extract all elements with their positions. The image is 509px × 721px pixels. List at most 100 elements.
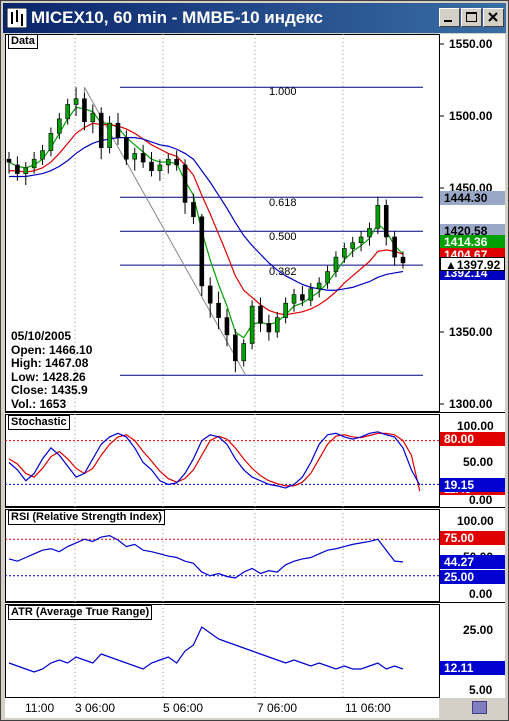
ohlc-readout: 05/10/2005 Open: 1466.10 High: 1467.08 L… bbox=[11, 329, 93, 411]
chart-area[interactable]: Data Stochastic RSI (Relative Strength I… bbox=[5, 34, 505, 698]
last-price-box: ▲1397.92 bbox=[440, 257, 505, 272]
close-button[interactable] bbox=[483, 8, 504, 27]
candle-body bbox=[165, 158, 171, 166]
stochastic-panel-label: Stochastic bbox=[8, 415, 70, 430]
candle-body bbox=[115, 122, 121, 138]
candle-body bbox=[400, 256, 406, 264]
rsi-line bbox=[8, 534, 404, 579]
atr-panel-label: ATR (Average True Range) bbox=[8, 605, 153, 620]
candle-body bbox=[82, 98, 87, 123]
candle-body bbox=[56, 118, 62, 134]
candle-body bbox=[31, 158, 37, 169]
price-value-box: 1420.58 bbox=[440, 224, 505, 238]
ohlc-low: Low: 1428.26 bbox=[11, 369, 86, 384]
ohlc-close: Close: 1435.9 bbox=[11, 383, 88, 397]
panel-frame bbox=[5, 509, 440, 602]
ohlc-date: 05/10/2005 bbox=[11, 329, 72, 343]
candle-body bbox=[124, 137, 129, 160]
ohlc-high: High: 1467.08 bbox=[11, 356, 89, 370]
candle-body bbox=[65, 104, 70, 120]
candle-body bbox=[132, 153, 138, 160]
time-label: 11:00 bbox=[25, 701, 55, 715]
rsi-tick: 100.00 bbox=[457, 514, 494, 528]
candle-body bbox=[350, 242, 356, 249]
candle-body bbox=[375, 204, 381, 229]
candle-body bbox=[383, 204, 389, 238]
candle-body bbox=[258, 305, 263, 324]
candle-body bbox=[199, 216, 205, 287]
fib-label: 0.382 bbox=[269, 266, 297, 278]
atr-tick: 5.00 bbox=[469, 683, 493, 697]
stoch-tick: 50.00 bbox=[463, 455, 494, 469]
atr-value-box: 12.11 bbox=[440, 661, 505, 675]
candle-body bbox=[216, 302, 221, 318]
price-value-box: 1444.30 bbox=[440, 191, 505, 205]
candle-body bbox=[191, 202, 196, 218]
minimize-button[interactable] bbox=[439, 8, 460, 27]
fib-label: 0.500 bbox=[269, 231, 297, 243]
rsi-value-box: 44.27 bbox=[440, 555, 505, 569]
atr-line bbox=[8, 626, 404, 673]
candle-body bbox=[308, 288, 314, 301]
candle-body bbox=[140, 153, 146, 163]
stoch-tick: 0.00 bbox=[469, 493, 493, 507]
candle-body bbox=[283, 302, 288, 318]
stoch-value-box: 80.00 bbox=[440, 432, 505, 446]
candle-body bbox=[182, 164, 188, 203]
price-tick: 1500.00 bbox=[449, 109, 493, 123]
stoch-value-box: 19.15 bbox=[440, 478, 505, 492]
ohlc-volume: Vol.: 1653 bbox=[11, 396, 67, 411]
candle-body bbox=[291, 294, 297, 304]
candle-body bbox=[73, 98, 79, 105]
candle-body bbox=[300, 294, 305, 301]
title-bar[interactable]: MICEX10, 60 min - ММВБ-10 индекс bbox=[3, 3, 506, 33]
price-value-box: 1414.36 bbox=[440, 235, 505, 249]
scroll-end-icon[interactable] bbox=[472, 701, 487, 714]
candle-body bbox=[342, 248, 347, 258]
candle-body bbox=[241, 343, 247, 362]
candle-body bbox=[392, 236, 397, 258]
price-tick: 1550.00 bbox=[449, 37, 493, 51]
candle-body bbox=[358, 236, 364, 244]
candle-body bbox=[48, 132, 54, 151]
candle-body bbox=[249, 305, 255, 344]
rsi-panel-label: RSI (Relative Strength Index) bbox=[8, 510, 165, 525]
fib-label: 1.000 bbox=[269, 86, 297, 98]
maximize-button[interactable] bbox=[461, 8, 482, 27]
candle-body bbox=[107, 122, 112, 148]
time-label: 5 06:00 bbox=[163, 701, 204, 715]
candle-body bbox=[40, 150, 45, 160]
candle-body bbox=[149, 161, 154, 172]
candle-body bbox=[316, 282, 322, 290]
atr-tick: 25.00 bbox=[463, 623, 494, 637]
candle-body bbox=[266, 323, 272, 333]
price-tick: 1350.00 bbox=[449, 325, 493, 339]
time-label: 7 06:00 bbox=[257, 701, 298, 715]
candle-body bbox=[98, 112, 104, 148]
rsi-value-box: 75.00 bbox=[440, 531, 505, 545]
candle-body bbox=[23, 167, 29, 174]
minimize-icon bbox=[444, 20, 452, 22]
close-icon bbox=[488, 12, 498, 22]
candle-body bbox=[224, 317, 230, 336]
ohlc-open: Open: 1466.10 bbox=[11, 342, 93, 357]
chart-canvas[interactable] bbox=[5, 34, 505, 698]
panel-frame bbox=[5, 414, 440, 507]
candle-body bbox=[207, 285, 213, 304]
price-panel-label: Data bbox=[8, 34, 38, 49]
fib-label: 0.618 bbox=[269, 197, 297, 209]
chart-app-icon bbox=[7, 8, 27, 28]
candle-body bbox=[15, 164, 20, 174]
stoch-k-line bbox=[8, 431, 421, 489]
candle-body bbox=[333, 256, 339, 272]
candle-body bbox=[274, 317, 280, 333]
moving-average-line bbox=[9, 136, 404, 291]
rsi-tick: 0.00 bbox=[469, 587, 493, 601]
time-label: 3 06:00 bbox=[75, 701, 116, 715]
time-label: 11 06:00 bbox=[345, 701, 391, 715]
candle-body bbox=[90, 112, 96, 123]
stoch-d-line bbox=[8, 432, 421, 492]
stoch-tick: 100.00 bbox=[457, 419, 494, 433]
maximize-icon bbox=[466, 12, 477, 22]
